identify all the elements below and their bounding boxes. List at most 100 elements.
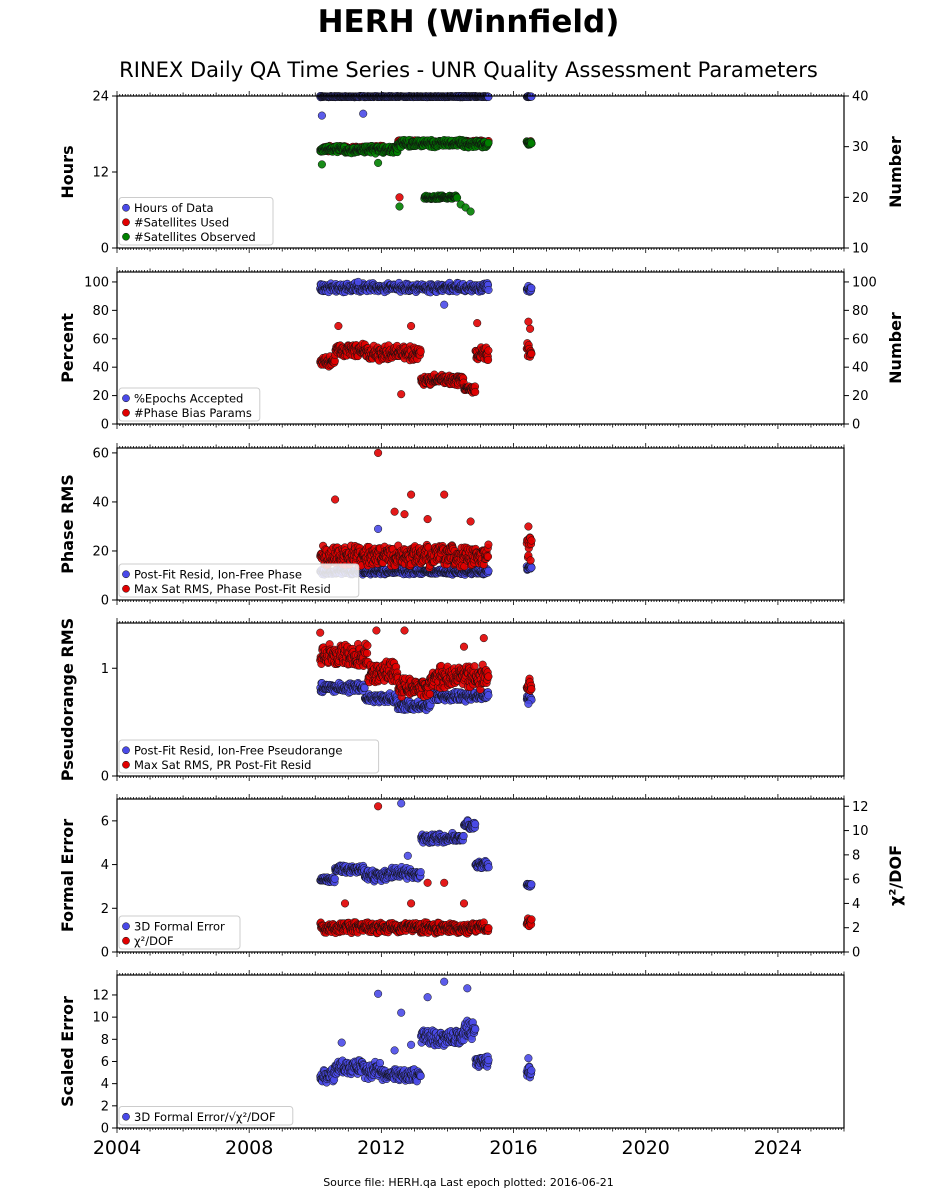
y-tick-label: 60 [92,446,109,461]
data-point [524,699,533,708]
legend-entry: #Satellites Used [134,215,229,229]
data-point [334,321,343,331]
legend-marker [122,584,130,593]
y2-tick-label: 80 [852,304,869,319]
data-point [484,92,493,102]
data-point [407,490,416,499]
legend-entry: #Phase Bias Params [134,406,252,420]
y-tick-label: 0 [101,594,109,609]
data-point [374,158,383,167]
data-point [363,649,372,658]
data-point [330,874,339,883]
data-point [400,510,409,519]
data-point [484,540,493,549]
y2-tick-label: 10 [852,242,869,257]
legend-entry: %Epochs Accepted [134,391,243,405]
data-point [484,138,493,147]
legend-entry: #Satellites Observed [134,230,256,244]
data-point [459,642,469,651]
data-point [527,283,536,293]
panel-3-points [316,448,536,579]
legend: %Epochs Accepted#Phase Bias Params [118,387,261,422]
data-point [470,662,479,671]
y-axis-label: Phase RMS [58,474,77,574]
data-point [473,319,482,328]
data-point [397,799,406,808]
y-axis-label: Percent [58,313,77,383]
y-tick-label: 12 [92,166,109,181]
data-point [453,193,462,202]
legend-marker [122,232,130,241]
page-subtitle: RINEX Daily QA Time Series - UNR Quality… [119,58,818,82]
legend-marker [122,570,130,579]
legend: Post-Fit Resid, Ion-Free PseudorangeMax … [118,739,380,774]
data-point [395,202,404,211]
legend-entry: Post-Fit Resid, Ion-Free Pseudorange [134,743,342,757]
data-point [484,285,493,295]
data-point [471,820,480,829]
data-point [484,863,493,872]
data-point [416,347,425,356]
data-point [459,831,468,841]
legend-marker [122,408,130,417]
data-point [479,634,488,643]
data-point [484,672,493,681]
y2-tick-label: 40 [852,361,869,376]
y2-tick-label: 0 [852,418,860,433]
y2-axis-label: Number [886,312,905,384]
data-point [407,321,416,331]
data-point [484,691,493,700]
data-point [526,324,535,333]
panel-2-points [316,277,536,399]
panel-5-points [316,799,536,938]
data-point [400,626,409,635]
y-tick-label: 20 [92,544,109,559]
y-tick-label: 20 [92,389,109,404]
data-point [397,390,406,399]
data-point [524,317,533,326]
legend: Hours of Data#Satellites Used#Satellites… [118,197,274,246]
data-point [359,109,368,118]
data-point [527,536,536,545]
y2-tick-label: 60 [852,332,869,347]
data-point [423,515,432,524]
y-tick-label: 24 [92,90,109,105]
data-point [372,626,381,635]
data-point [317,160,326,169]
y-tick-label: 0 [101,770,109,785]
y2-tick-label: 20 [852,191,869,206]
panel-4-points [316,626,536,715]
data-point [363,641,372,650]
y-tick-label: 80 [92,304,109,319]
y-tick-label: 0 [101,242,109,257]
y2-tick-label: 100 [852,275,877,290]
data-point [374,448,383,457]
data-point [425,690,434,699]
data-point [440,300,449,309]
data-point [354,277,363,286]
y2-tick-label: 40 [852,90,869,105]
y-tick-label: 0 [101,418,109,433]
data-point [471,387,480,397]
y2-axis-label: Number [886,136,905,208]
y-axis-label: Pseudorange RMS [58,618,77,781]
data-point [527,563,536,572]
data-point [527,92,536,101]
data-point [466,207,475,216]
legend-entry: Hours of Data [134,201,214,215]
data-point [527,139,536,148]
data-point [527,685,536,694]
legend-marker [122,746,130,755]
data-point [484,346,493,355]
legend-marker [122,760,130,769]
legend-entry: Post-Fit Resid, Ion-Free Phase [134,567,302,581]
y2-tick-label: 30 [852,140,869,155]
y-tick-label: 1 [101,662,109,677]
data-point [403,851,412,860]
y-tick-label: 40 [92,361,109,376]
